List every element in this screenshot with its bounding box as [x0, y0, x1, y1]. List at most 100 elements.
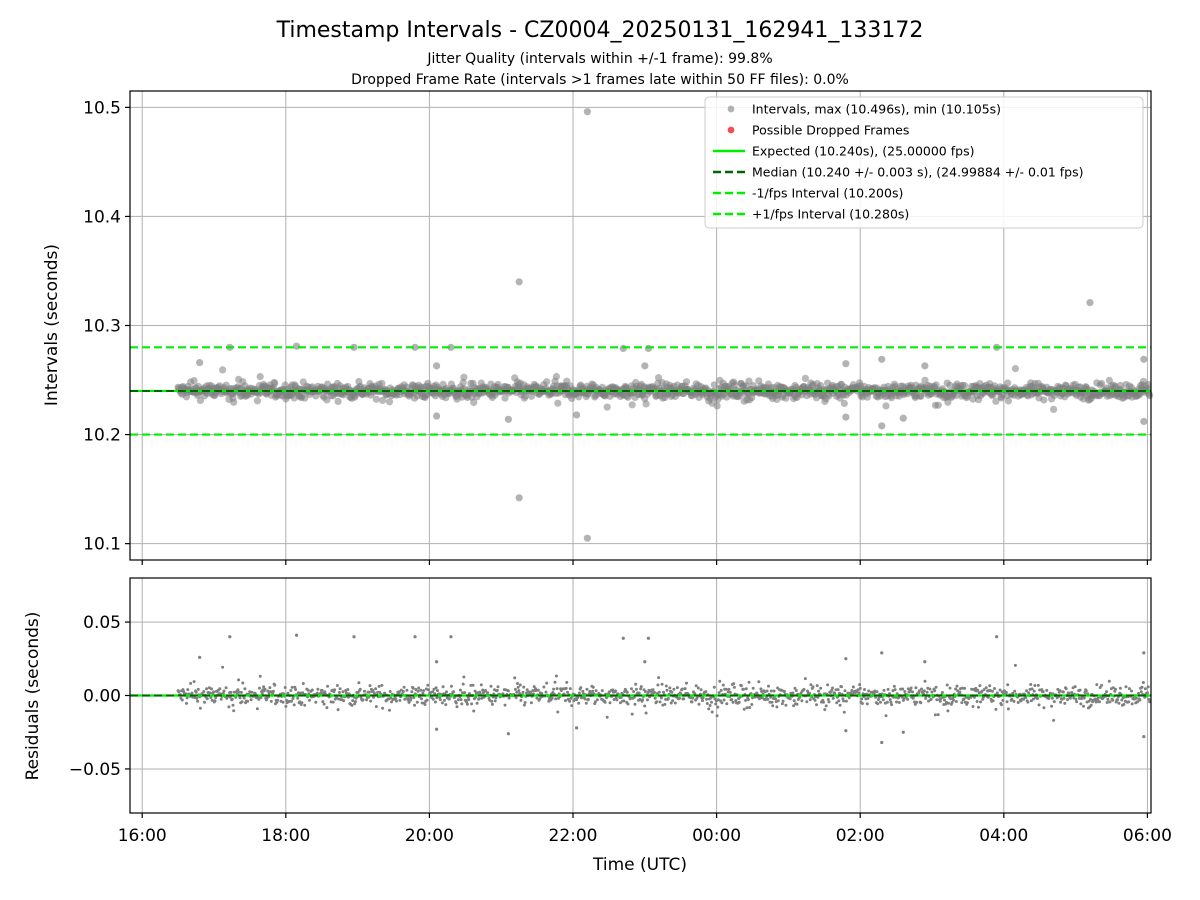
residual-point	[218, 687, 222, 691]
residual-point	[680, 687, 684, 691]
residual-point	[660, 682, 664, 686]
residual-point	[1036, 683, 1040, 687]
residual-point	[696, 686, 700, 690]
interval-point	[385, 398, 394, 406]
interval-point	[470, 398, 478, 406]
residual-point	[788, 697, 792, 701]
legend-label: +1/fps Interval (10.280s)	[752, 207, 909, 222]
residual-point	[727, 687, 731, 691]
residual-point	[683, 687, 687, 691]
residual-outlier-point	[434, 727, 439, 731]
residual-point	[1068, 696, 1072, 700]
residual-point	[716, 705, 720, 709]
interval-point	[196, 396, 204, 405]
residual-point	[958, 690, 962, 694]
top-panel: 10.1 10.2 10.3 10.4 10.5 Intervals (seconds)…	[42, 90, 1154, 565]
residual-point	[710, 700, 713, 704]
legend-label: Median (10.240 +/- 0.003 s), (24.99884 +…	[752, 165, 1083, 180]
residual-point	[909, 686, 913, 690]
residual-point	[803, 677, 807, 681]
residual-point	[1013, 689, 1017, 693]
residual-point	[1058, 689, 1062, 693]
residual-point	[518, 683, 522, 687]
residual-point	[837, 699, 841, 703]
residual-point	[903, 690, 907, 693]
residual-point	[991, 699, 995, 703]
residual-point	[1037, 703, 1041, 707]
residual-point	[591, 689, 595, 693]
interval-point	[1004, 379, 1012, 387]
residual-point	[827, 700, 831, 704]
residual-point	[886, 687, 890, 691]
interval-outlier-point	[921, 362, 929, 370]
residual-point	[268, 686, 272, 690]
interval-point	[334, 397, 342, 405]
residual-point	[653, 696, 657, 700]
residual-point	[338, 687, 342, 691]
residual-point	[507, 696, 511, 700]
residual-point	[417, 686, 421, 690]
residual-point	[1122, 702, 1126, 706]
residual-point	[928, 687, 932, 691]
interval-point	[655, 374, 663, 382]
residual-point	[671, 699, 675, 703]
residual-point	[1108, 700, 1112, 704]
residual-point	[234, 695, 238, 699]
residual-point	[639, 687, 643, 691]
residual-point	[608, 701, 612, 705]
residual-point	[577, 701, 581, 705]
interval-point	[934, 401, 942, 409]
residual-point	[463, 691, 467, 695]
residual-point	[795, 702, 799, 706]
residual-point	[619, 696, 623, 699]
top-y-tick-label: 10.4	[83, 207, 121, 227]
residual-point	[431, 690, 435, 694]
interval-point	[682, 378, 691, 386]
residual-point	[897, 701, 901, 704]
residual-point	[672, 687, 676, 691]
residual-point	[1141, 681, 1145, 684]
residual-point	[1130, 702, 1134, 706]
residual-point	[673, 701, 677, 705]
residual-point	[196, 699, 200, 703]
interval-point	[840, 399, 848, 407]
residual-point	[542, 685, 546, 689]
residual-point	[570, 704, 574, 708]
residual-point	[577, 691, 581, 695]
residual-point	[725, 702, 729, 706]
residual-point	[717, 691, 721, 695]
residual-point	[885, 700, 889, 704]
interval-outlier-point	[878, 422, 886, 430]
residual-point	[403, 697, 407, 701]
legend-label: Intervals, max (10.496s), min (10.105s)	[752, 102, 1001, 117]
residual-point	[591, 685, 595, 689]
residual-point	[760, 696, 764, 700]
residual-point	[1030, 687, 1034, 691]
top-y-tick-label: 10.1	[83, 535, 121, 555]
residual-point	[522, 703, 526, 707]
interval-outlier-point	[515, 494, 523, 502]
residual-point	[947, 701, 951, 705]
residual-point	[190, 691, 194, 695]
residual-point	[1032, 689, 1036, 693]
residual-point	[644, 711, 648, 715]
residual-point	[922, 689, 926, 693]
residual-point	[490, 699, 494, 703]
residual-point	[250, 690, 254, 694]
residual-point	[1084, 689, 1088, 693]
interval-outlier-point	[878, 355, 886, 363]
residual-point	[456, 698, 460, 702]
residual-point	[901, 687, 905, 691]
residual-point	[246, 699, 250, 703]
interval-point	[1011, 365, 1020, 373]
residual-point	[1032, 697, 1035, 701]
residual-point	[189, 681, 193, 685]
residual-point	[564, 686, 568, 690]
interval-outlier-point	[350, 343, 358, 351]
residual-point	[260, 691, 264, 695]
residual-point	[646, 698, 649, 702]
residual-point	[1052, 700, 1056, 704]
residual-point	[458, 688, 462, 692]
residual-point	[843, 689, 847, 693]
residual-point	[865, 702, 869, 706]
